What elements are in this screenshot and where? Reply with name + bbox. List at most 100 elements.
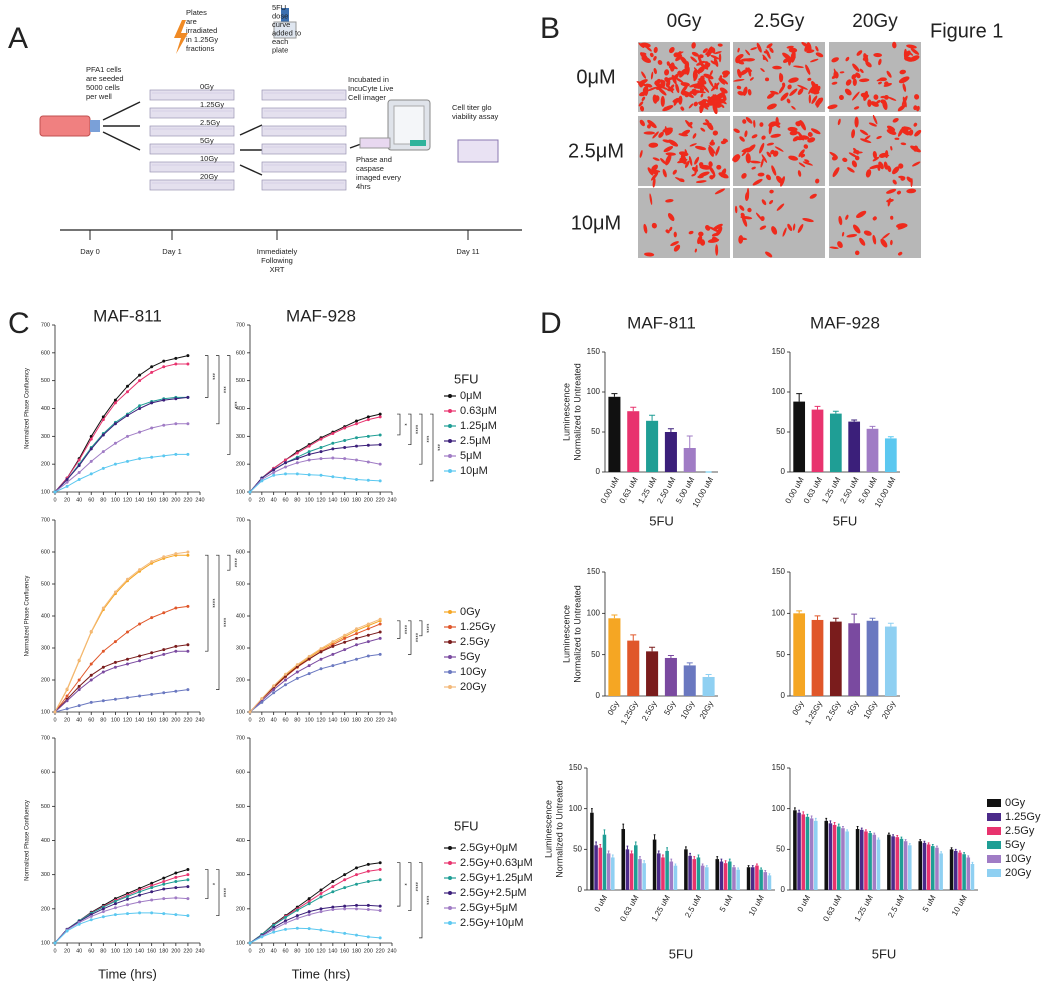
significance-label: **** <box>208 599 214 609</box>
data-point <box>162 611 166 615</box>
y-axis-label: Normalized Phase Confluency <box>25 368 31 449</box>
error-bar <box>837 823 840 827</box>
cell <box>645 45 652 52</box>
error-bar <box>599 843 602 848</box>
cell <box>665 199 674 203</box>
cell <box>815 178 820 184</box>
data-point <box>319 667 323 671</box>
cell <box>712 130 719 136</box>
legend-label: 2.5Gy+2.5μM <box>460 887 527 899</box>
cell <box>776 203 785 211</box>
data-point <box>150 886 154 890</box>
data-point <box>343 931 347 935</box>
bar <box>966 857 971 890</box>
data-point <box>89 459 93 463</box>
data-point <box>101 466 105 470</box>
error-bar <box>950 847 953 850</box>
error-bar <box>851 613 858 624</box>
cell <box>766 103 777 110</box>
plate <box>261 179 347 191</box>
x-tick-label: 5 uM <box>921 893 938 913</box>
error-bar <box>887 436 894 439</box>
cell <box>698 78 707 85</box>
error-bar <box>846 829 849 832</box>
error-bar <box>764 869 767 873</box>
cell <box>714 51 722 55</box>
series-line <box>54 689 188 713</box>
cell <box>792 56 796 60</box>
cell <box>859 237 866 246</box>
data-point <box>260 479 264 483</box>
data-point <box>65 687 69 691</box>
significance-label: * <box>400 883 406 886</box>
bar <box>793 401 806 472</box>
data-point <box>284 672 287 676</box>
y-axis-label: Luminescence <box>561 383 571 441</box>
cell <box>910 178 913 187</box>
data-point <box>65 484 69 488</box>
cell <box>890 215 894 220</box>
legend-swatch <box>987 841 1001 849</box>
series-line <box>249 879 381 944</box>
legend-label: 5μM <box>460 450 482 462</box>
cell <box>751 166 756 170</box>
data-point <box>295 670 299 674</box>
plate-dose: 10Gy <box>200 154 218 163</box>
x-tick-label: 220 <box>183 717 192 723</box>
cell <box>715 244 719 256</box>
data-point <box>355 933 358 937</box>
cell <box>705 119 710 123</box>
y-tick-label: 200 <box>41 906 50 912</box>
cell <box>880 95 886 99</box>
legend-title: 5FU <box>454 371 479 386</box>
cell <box>856 210 867 219</box>
legend-marker <box>448 876 452 880</box>
error-bar <box>798 809 800 813</box>
series-line <box>54 453 188 493</box>
significance-label: **** <box>422 896 428 906</box>
y-tick-label: 600 <box>236 350 245 356</box>
cell <box>897 105 906 112</box>
error-bar <box>810 815 813 819</box>
cell <box>719 87 728 94</box>
data-point <box>150 651 154 655</box>
x-tick-label: 80 <box>294 497 300 503</box>
cell <box>684 160 690 168</box>
error-bar <box>756 863 758 866</box>
data-point <box>272 923 276 927</box>
cell <box>715 145 720 156</box>
data-point <box>162 359 166 363</box>
cell <box>698 231 704 237</box>
data-point <box>272 684 276 688</box>
cell <box>647 167 654 176</box>
cell <box>912 161 921 167</box>
cell <box>863 230 872 236</box>
legend-label: 5Gy <box>1005 839 1026 851</box>
plate <box>149 107 235 119</box>
x-tick-label: 60 <box>88 717 94 723</box>
y-tick-label: 300 <box>236 434 245 440</box>
x-axis-label: Time (hrs) <box>292 966 351 981</box>
bar <box>848 421 861 472</box>
data-point <box>295 916 299 920</box>
data-point <box>113 665 117 669</box>
data-point <box>186 550 190 554</box>
cell <box>641 96 646 102</box>
data-point <box>295 926 299 930</box>
error-bar <box>825 817 828 821</box>
series-line <box>249 473 381 493</box>
data-point <box>77 464 81 468</box>
cell <box>706 122 714 131</box>
chart-title: MAF-928 <box>810 313 880 332</box>
cell <box>641 71 647 79</box>
x-tick-label: 220 <box>183 497 192 503</box>
data-point <box>186 452 190 456</box>
x-tick-label: 1.25 uM <box>853 893 875 923</box>
data-point <box>366 633 370 637</box>
x-tick-label: 180 <box>352 948 361 954</box>
cell <box>760 68 765 72</box>
note-line: each <box>272 37 288 46</box>
note-line: irradiated <box>186 26 217 35</box>
data-point <box>174 649 178 653</box>
cell <box>852 91 860 101</box>
